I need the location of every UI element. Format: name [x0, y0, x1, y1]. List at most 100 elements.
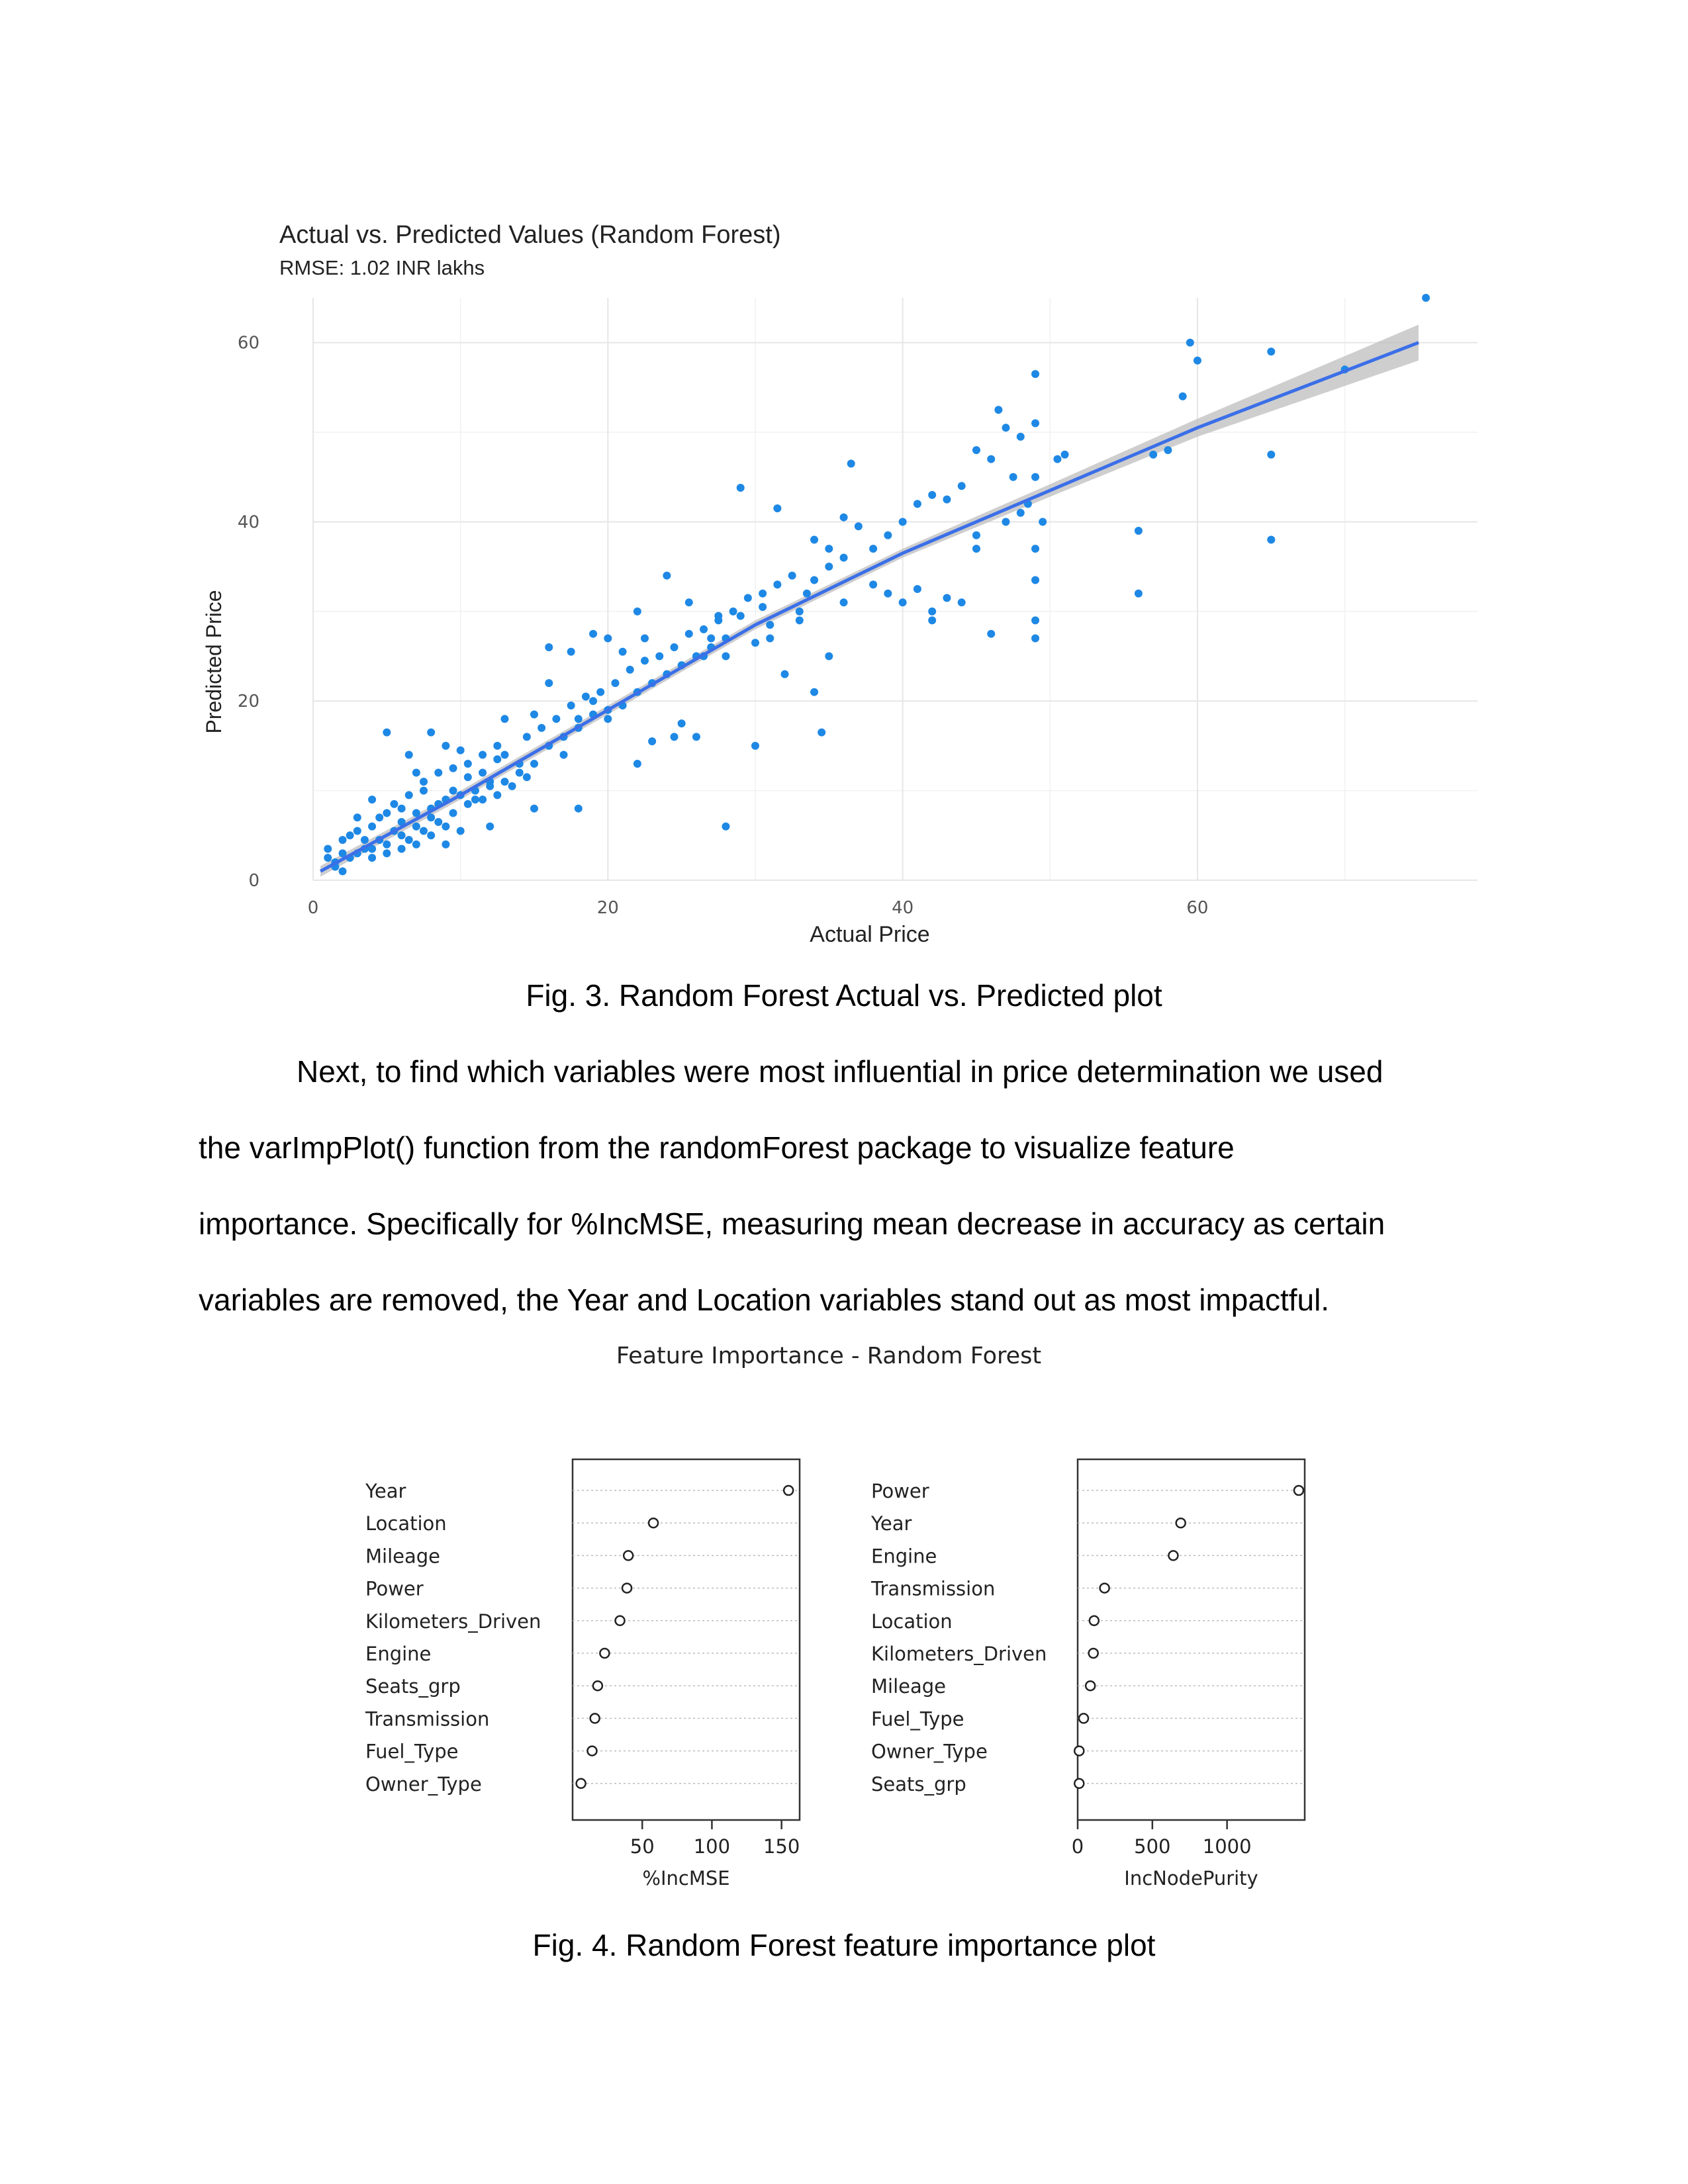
- data-point: [515, 768, 524, 777]
- data-point: [1039, 518, 1047, 526]
- data-point: [353, 813, 361, 822]
- data-point: [493, 791, 502, 799]
- data-point: [324, 844, 332, 853]
- feature-label: Power: [871, 1480, 929, 1502]
- data-point: [427, 728, 436, 737]
- data-point: [493, 741, 502, 750]
- data-point: [442, 741, 450, 750]
- data-point: [1031, 545, 1040, 553]
- data-point: [589, 697, 598, 705]
- data-point: [412, 840, 420, 848]
- data-point: [1134, 589, 1143, 598]
- data-point: [839, 598, 848, 607]
- incmse-panel: Year Location Mileage Power Kilometers_Drive…: [365, 1458, 801, 1889]
- data-point: [847, 459, 855, 468]
- data-point: [640, 657, 649, 665]
- data-point: [1009, 473, 1017, 481]
- importance-dot: [589, 1713, 600, 1724]
- importance-dot: [586, 1745, 598, 1756]
- data-point: [479, 751, 487, 759]
- data-point: [810, 576, 819, 584]
- feature-label: Transmission: [365, 1707, 489, 1730]
- data-point: [522, 773, 531, 782]
- data-point: [1134, 527, 1143, 535]
- data-point: [604, 715, 612, 723]
- y-tick-label: 20: [238, 692, 259, 711]
- data-point: [1186, 338, 1194, 347]
- data-point: [633, 607, 641, 615]
- data-point: [1267, 450, 1276, 459]
- feature-label: Fuel_Type: [365, 1741, 458, 1763]
- data-point: [404, 751, 413, 759]
- data-point: [1053, 455, 1062, 463]
- panel-frame: [571, 1458, 801, 1821]
- data-point: [500, 751, 509, 759]
- data-point: [383, 728, 391, 737]
- data-point: [802, 589, 811, 598]
- x-tick-label: 20: [597, 898, 619, 918]
- data-point: [412, 809, 420, 817]
- data-point: [1002, 424, 1010, 432]
- data-point: [759, 589, 767, 598]
- data-point: [655, 652, 664, 660]
- data-point: [972, 446, 980, 455]
- data-point: [972, 545, 980, 553]
- data-point: [928, 616, 937, 625]
- x-tick-label: 40: [892, 898, 914, 918]
- chart-title: Actual vs. Predicted Values (Random Fore…: [279, 221, 781, 249]
- data-point: [788, 571, 796, 580]
- data-point: [1164, 446, 1172, 455]
- data-point: [913, 585, 921, 593]
- data-point: [538, 723, 546, 732]
- data-point: [449, 786, 457, 795]
- data-point: [486, 782, 494, 790]
- data-point: [508, 782, 516, 790]
- importance-dot: [614, 1615, 626, 1627]
- data-point: [530, 760, 538, 768]
- data-point: [722, 822, 730, 831]
- data-point: [1002, 518, 1010, 526]
- incnodepurity-panel: Power Year Engine Transmission Location Kilom…: [870, 1458, 1306, 1889]
- confidence-band: [320, 324, 1419, 877]
- data-point: [1016, 508, 1025, 517]
- feature-label: Owner_Type: [871, 1741, 988, 1763]
- data-point: [383, 809, 391, 817]
- feature-label: Engine: [365, 1643, 431, 1665]
- feature-importance-title: Feature Importance - Random Forest: [616, 1343, 1041, 1369]
- feature-label: Engine: [871, 1545, 937, 1567]
- confidence-band-area: [320, 324, 1419, 877]
- importance-dot: [1084, 1680, 1096, 1692]
- data-point: [1149, 450, 1158, 459]
- feature-label: Owner_Type: [365, 1773, 482, 1796]
- actual-vs-predicted-chart: Actual vs. Predicted Values (Random Fore…: [202, 221, 1477, 947]
- data-point: [633, 760, 641, 768]
- importance-dot: [1293, 1484, 1305, 1496]
- data-point: [1031, 616, 1040, 625]
- data-point: [684, 629, 693, 638]
- data-point: [338, 867, 347, 876]
- data-point: [700, 625, 708, 633]
- importance-dot: [1074, 1745, 1085, 1756]
- x-axis-label: %IncMSE: [642, 1867, 729, 1889]
- axis-ticks: 0 20 40 60 0 20 40 60: [238, 334, 1209, 918]
- importance-dot: [647, 1517, 659, 1529]
- data-point: [618, 647, 627, 656]
- data-point: [869, 580, 878, 589]
- data-point: [471, 796, 479, 804]
- data-point: [611, 679, 620, 688]
- data-point: [670, 733, 679, 741]
- data-point: [1016, 432, 1025, 441]
- y-tick-label: 0: [248, 871, 259, 891]
- chart-subtitle: RMSE: 1.02 INR lakhs: [279, 256, 485, 279]
- data-point: [574, 804, 583, 813]
- data-point: [736, 484, 745, 492]
- data-point: [368, 796, 377, 804]
- data-point: [928, 490, 937, 499]
- feature-label: Power: [365, 1578, 424, 1600]
- data-point: [766, 621, 774, 629]
- data-point: [500, 715, 509, 723]
- data-point: [442, 822, 450, 831]
- importance-dot: [621, 1582, 633, 1594]
- data-point: [434, 768, 443, 777]
- data-point: [795, 607, 804, 615]
